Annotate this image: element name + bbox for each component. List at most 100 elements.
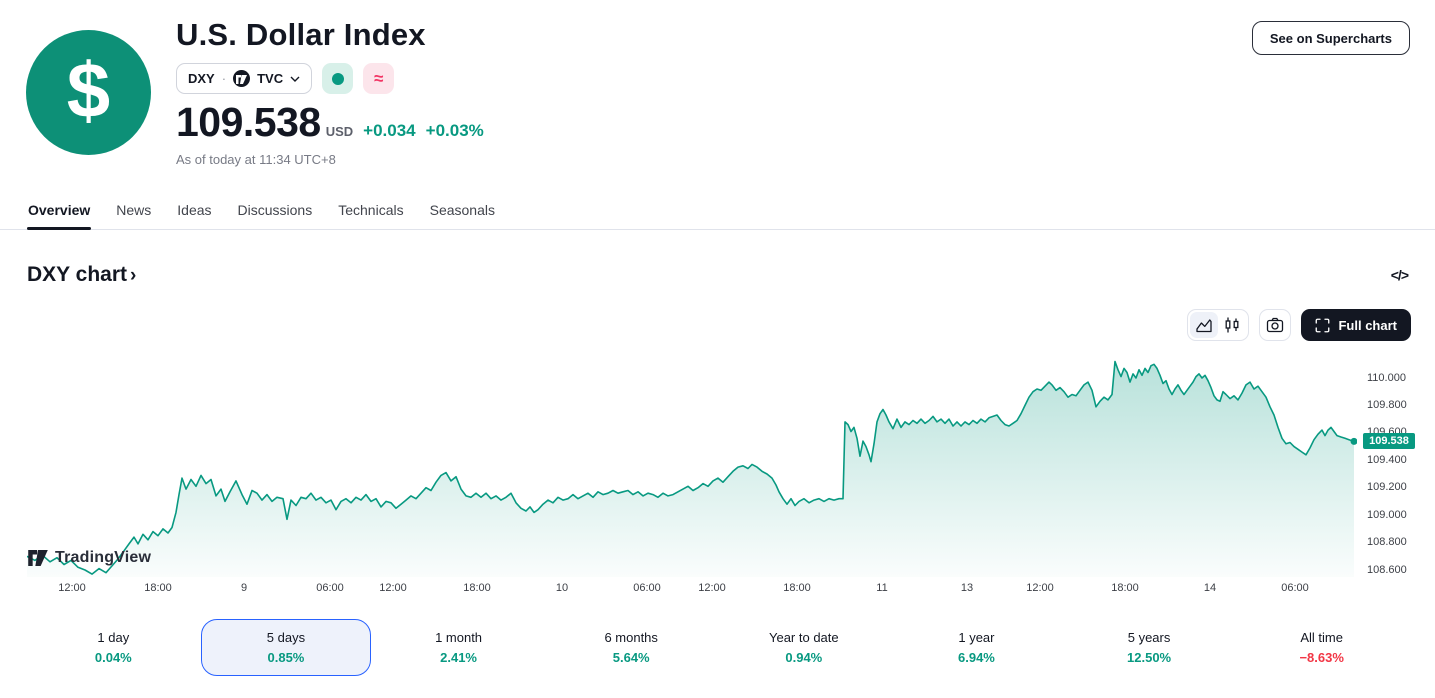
delayed-data-icon: ≈: [373, 68, 384, 88]
range-1-year-button[interactable]: 1 year 6.94%: [891, 619, 1062, 676]
as-of-timestamp: As of today at 11:34 UTC+8: [176, 152, 336, 167]
range-change: 0.85%: [267, 650, 305, 665]
range-change: 5.64%: [612, 650, 650, 665]
dxy-chart-link[interactable]: DXY chart ›: [27, 263, 136, 287]
camera-icon: [1267, 317, 1284, 333]
last-price: 109.538: [176, 99, 321, 145]
x-axis-label: 12:00: [1026, 582, 1054, 594]
x-axis-label: 06:00: [633, 582, 661, 594]
y-axis-label: 110.000: [1367, 371, 1406, 384]
tab-bar: Overview News Ideas Discussions Technica…: [0, 196, 1435, 230]
y-axis-label: 109.400: [1367, 453, 1407, 466]
snapshot-button[interactable]: [1259, 309, 1292, 341]
tradingview-logo-icon: [233, 70, 251, 87]
range-label: 5 days: [266, 630, 306, 645]
y-axis-label: 109.200: [1367, 481, 1407, 494]
full-chart-label: Full chart: [1338, 317, 1397, 333]
price-change-abs: +0.034: [363, 121, 416, 140]
range-label: 5 years: [1127, 630, 1171, 645]
range-label: 1 day: [97, 630, 130, 645]
range-5-years-button[interactable]: 5 years 12.50%: [1064, 619, 1235, 676]
tab-ideas[interactable]: Ideas: [177, 202, 212, 218]
range-label: 6 months: [604, 630, 658, 645]
x-axis-label: 14: [1203, 582, 1217, 594]
y-axis-label: 108.600: [1367, 563, 1407, 576]
full-chart-button[interactable]: Full chart: [1301, 309, 1411, 341]
x-axis-label: 18:00: [783, 582, 811, 594]
tab-seasonals[interactable]: Seasonals: [429, 202, 495, 218]
candlestick-icon: [1226, 317, 1239, 333]
candles-chart-button[interactable]: [1218, 312, 1246, 338]
y-axis-label: 108.800: [1367, 536, 1407, 549]
x-axis-label: 18:00: [144, 582, 172, 594]
range-1-month-button[interactable]: 1 month 2.41%: [373, 619, 544, 676]
range-label: All time: [1300, 630, 1343, 645]
symbol-row: DXY · TVC ≈: [176, 63, 395, 94]
price-chart[interactable]: [26, 352, 1358, 577]
x-axis-label: 06:00: [316, 582, 344, 594]
range-change: 0.04%: [94, 650, 132, 665]
chart-type-switcher: [1187, 309, 1250, 341]
range-label: Year to date: [768, 630, 839, 645]
chart-section-header: DXY chart › </>: [27, 263, 1409, 287]
date-range-row: 1 day 0.04% 5 days 0.85% 1 month 2.41% 6…: [27, 619, 1408, 676]
x-axis-label: 12:00: [58, 582, 86, 594]
y-axis-label: 109.000: [1367, 508, 1407, 521]
see-on-supercharts-button[interactable]: See on Supercharts: [1251, 21, 1410, 55]
range-change: 6.94%: [958, 650, 995, 665]
symbol-ticker: DXY: [188, 71, 215, 86]
x-axis-label: 06:00: [1281, 582, 1309, 594]
range-5-days-button[interactable]: 5 days 0.85%: [200, 619, 372, 676]
tab-news[interactable]: News: [116, 202, 152, 218]
range-1-day-button[interactable]: 1 day 0.04%: [28, 619, 199, 676]
symbol-exchange: TVC: [257, 71, 284, 86]
x-axis-label: 11: [876, 582, 888, 594]
price-axis: 110.000 109.800 109.600 109.400 109.200 109.0…: [1362, 352, 1424, 577]
x-axis-label: 9: [240, 582, 248, 594]
tab-discussions[interactable]: Discussions: [237, 202, 313, 218]
range-change: −8.63%: [1299, 650, 1344, 665]
range-change: 2.41%: [440, 650, 477, 665]
instrument-logo: $: [26, 30, 151, 155]
price-row: 109.538 USD +0.034 +0.03%: [176, 99, 484, 146]
dollar-sign-icon: $: [66, 45, 111, 134]
symbol-separator: ·: [221, 71, 227, 86]
delayed-data-badge[interactable]: ≈: [363, 63, 395, 94]
tradingview-watermark[interactable]: TradingView: [27, 549, 151, 567]
tab-technicals[interactable]: Technicals: [338, 202, 404, 218]
range-all-time-button[interactable]: All time −8.63%: [1236, 619, 1407, 676]
page-title: U.S. Dollar Index: [176, 17, 426, 52]
x-axis-label: 10: [555, 582, 569, 594]
fullscreen-icon: [1316, 318, 1330, 332]
last-price-tag: 109.538: [1363, 433, 1415, 450]
x-axis-label: 13: [960, 582, 974, 594]
tab-overview[interactable]: Overview: [27, 196, 92, 230]
chart-heading: DXY chart: [27, 263, 127, 286]
price-change-pct: +0.03%: [425, 121, 484, 140]
symbol-selector[interactable]: DXY · TVC: [176, 63, 313, 94]
range-6-months-button[interactable]: 6 months 5.64%: [546, 619, 717, 676]
chart-toolbar: Full chart: [1187, 309, 1411, 341]
x-axis-label: 12:00: [379, 582, 407, 594]
area-chart-button[interactable]: [1190, 312, 1219, 338]
x-axis-label: 18:00: [463, 582, 491, 594]
y-axis-label: 109.800: [1367, 398, 1407, 411]
range-label: 1 month: [435, 630, 483, 645]
price-currency: USD: [325, 124, 354, 139]
market-open-dot-icon: [331, 72, 344, 85]
chevron-right-icon: ›: [130, 265, 137, 286]
watermark-label: TradingView: [55, 549, 152, 566]
embed-code-icon[interactable]: </>: [1390, 267, 1409, 283]
time-axis: 12:00 18:00 9 06:00 12:00 18:00 10 06:00 12:00 18…: [27, 582, 1357, 596]
chevron-down-icon: [290, 76, 300, 82]
market-open-badge[interactable]: [322, 63, 354, 94]
x-axis-label: 12:00: [698, 582, 726, 594]
range-change: 12.50%: [1127, 650, 1172, 665]
range-year-to-date-button[interactable]: Year to date 0.94%: [719, 619, 890, 676]
range-label: 1 year: [958, 630, 995, 645]
tradingview-watermark-logo-icon: [28, 550, 48, 566]
range-change: 0.94%: [785, 650, 823, 665]
x-axis-label: 18:00: [1111, 582, 1139, 594]
area-chart-icon: [1196, 319, 1213, 333]
